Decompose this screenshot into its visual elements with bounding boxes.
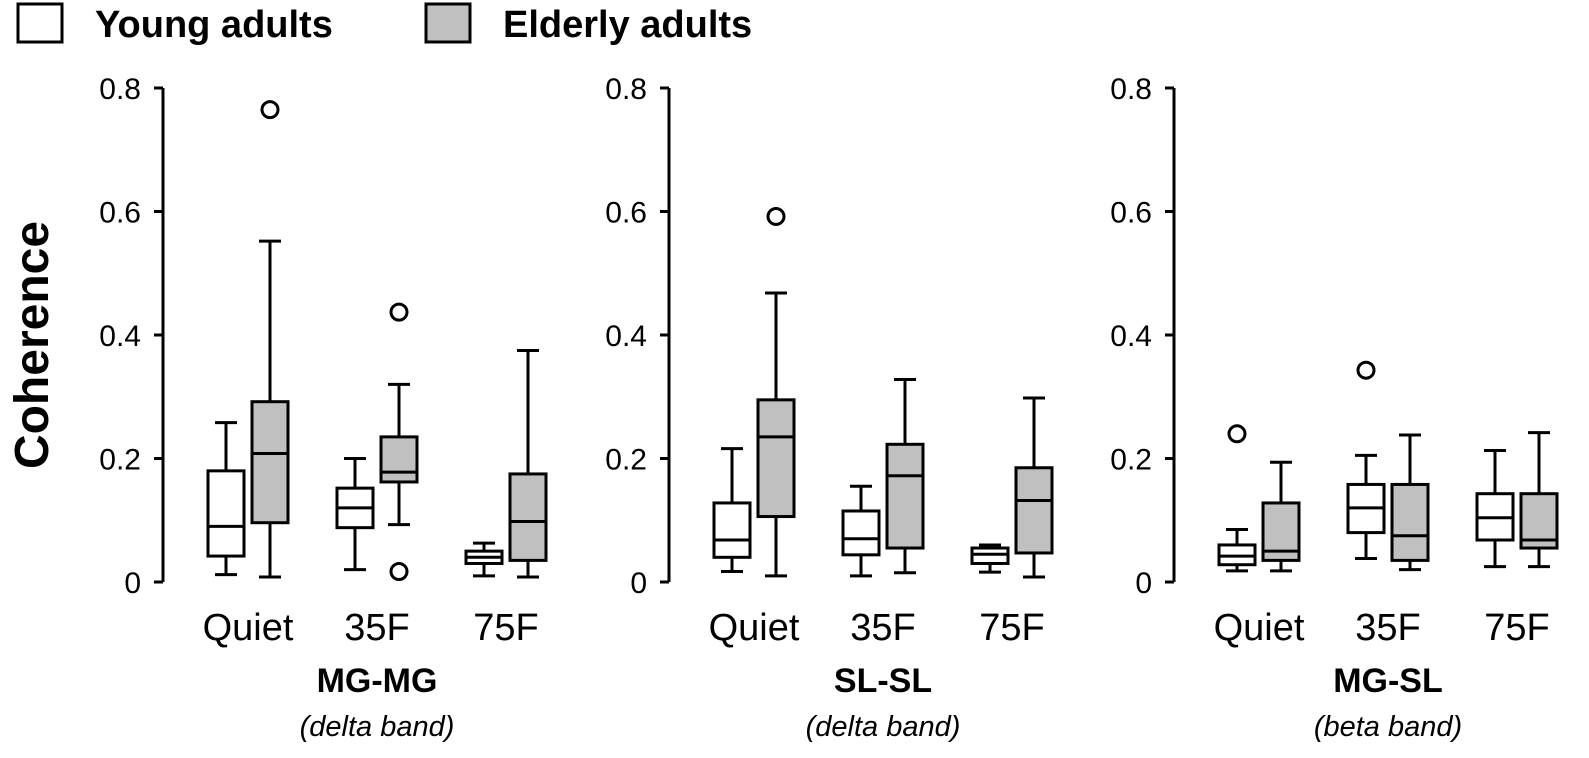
legend-swatch-young <box>16 2 64 44</box>
panel-2-y-tick-label: 0.2 <box>605 444 647 477</box>
panel-2-75f-elderly-box <box>1014 466 1054 555</box>
panel-3-subtitle: (beta band) <box>1314 711 1462 743</box>
panel-1-category-label: Quiet <box>203 607 294 649</box>
legend-label-elderly: Elderly adults <box>503 4 752 46</box>
panel-2-75f-young-box <box>970 546 1010 565</box>
panel-2-category-label: Quiet <box>709 607 800 649</box>
panel-1-quiet-young-box <box>206 469 246 558</box>
panel-1-quiet-elderly-outlier <box>260 100 280 120</box>
panel-1-category-label: 75F <box>473 607 538 649</box>
panel-2-quiet-elderly-outlier <box>766 206 786 226</box>
panel-1-category-label: 35F <box>344 607 409 649</box>
panel-1-title: MG-MG <box>317 662 438 700</box>
panel-1-35f-elderly-outlier <box>389 562 409 582</box>
panel-2-y-tick-label: 0.8 <box>605 73 647 106</box>
panel-3-35f-elderly-box <box>1390 482 1430 562</box>
panel-3-y-tick-label: 0.4 <box>1110 320 1152 353</box>
panel-1-y-tick-label: 0.2 <box>99 444 141 477</box>
panel-3-quiet-young-outlier <box>1227 424 1247 444</box>
panel-2-quiet-young-box <box>712 501 752 559</box>
panel-1-subtitle: (delta band) <box>300 711 455 743</box>
panel-3-category-label: Quiet <box>1214 607 1305 649</box>
y-axis-label: Coherence <box>6 221 59 469</box>
panel-3-y-tick-label: 0.2 <box>1110 444 1152 477</box>
panel-1-y-tick-label: 0.6 <box>99 197 141 230</box>
panel-2-y-tick-label: 0.6 <box>605 197 647 230</box>
panel-3-category-label: 75F <box>1484 607 1549 649</box>
panel-2-35f-young-box <box>841 509 881 557</box>
panel-2-y-tick-label: 0 <box>630 567 647 600</box>
panel-1-75f-elderly-box <box>508 472 548 562</box>
panel-3-35f-young-outlier <box>1356 360 1376 380</box>
panel-2-y-tick-label: 0.4 <box>605 320 647 353</box>
panel-3-title: MG-SL <box>1333 662 1443 700</box>
panel-2-title: SL-SL <box>834 662 932 700</box>
legend-label-young: Young adults <box>95 4 333 46</box>
panel-1-y-tick-label: 0 <box>124 567 141 600</box>
legend-swatch-elderly <box>424 2 472 44</box>
panel-2-quiet-elderly-box <box>756 398 796 519</box>
panel-2-category-label: 35F <box>850 607 915 649</box>
panel-2-category-label: 75F <box>979 607 1044 649</box>
panel-1-y-tick-label: 0.4 <box>99 320 141 353</box>
panel-1-35f-elderly-box <box>379 435 419 484</box>
panel-1-35f-elderly-outlier <box>389 302 409 322</box>
panel-3-category-label: 35F <box>1355 607 1420 649</box>
panel-3-y-tick-label: 0.8 <box>1110 73 1152 106</box>
panel-2-35f-elderly-box <box>885 442 925 550</box>
panel-3-y-tick-label: 0 <box>1135 567 1152 600</box>
panel-1-y-tick-label: 0.8 <box>99 73 141 106</box>
panel-1-quiet-elderly-box <box>250 400 290 525</box>
panel-3-y-tick-label: 0.6 <box>1110 197 1152 230</box>
panel-2-subtitle: (delta band) <box>806 711 961 743</box>
